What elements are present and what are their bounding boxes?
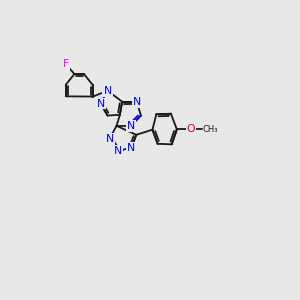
Text: F: F	[63, 59, 69, 69]
Text: N: N	[103, 86, 112, 96]
Text: O: O	[187, 124, 195, 134]
Text: N: N	[133, 97, 141, 107]
Text: CH₃: CH₃	[202, 125, 218, 134]
Text: N: N	[106, 134, 114, 144]
Text: N: N	[127, 143, 136, 153]
Text: N: N	[127, 121, 135, 131]
Text: N: N	[114, 146, 122, 156]
Text: N: N	[97, 98, 105, 109]
